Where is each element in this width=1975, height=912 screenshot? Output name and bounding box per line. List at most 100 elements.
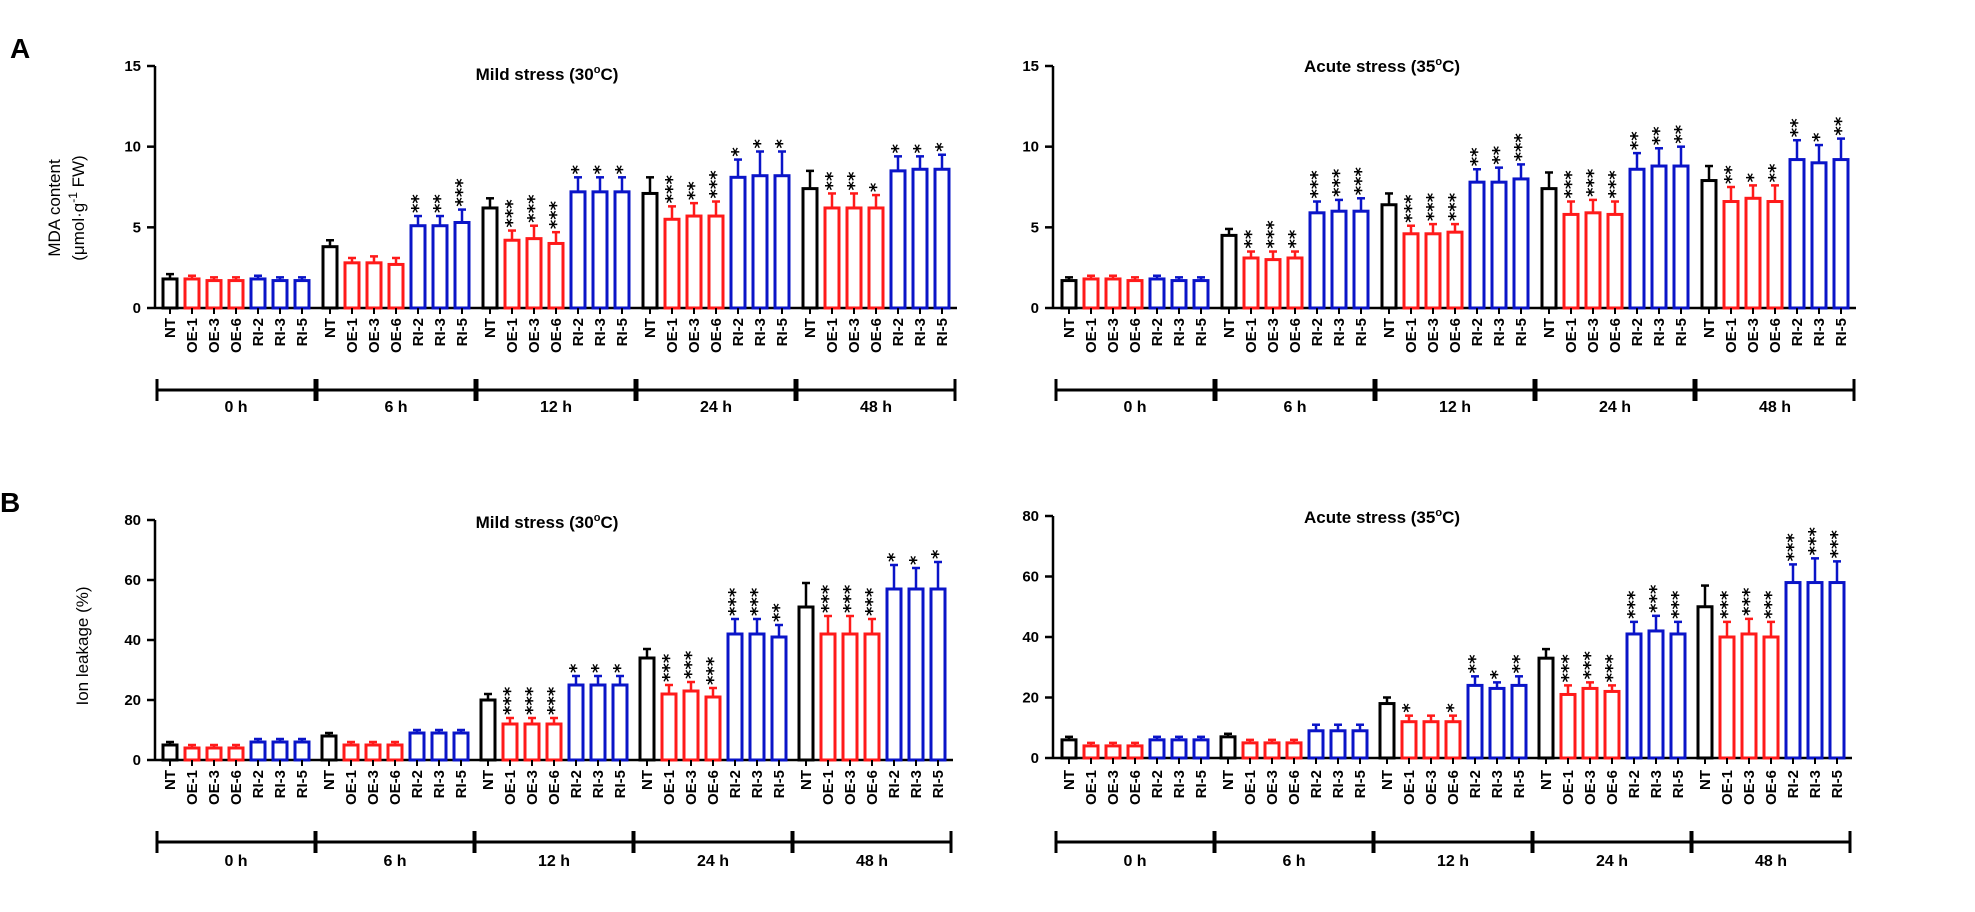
chart-a-acute-stress: Acute stress (35oC) 0 5 10 15 NT OE-1 OE-3 OE-6…: [1022, 56, 1856, 416]
group-label: 12 h: [1439, 399, 1471, 416]
group-label: 48 h: [856, 853, 888, 870]
x-tick-label: NT: [480, 770, 497, 790]
x-tick-label: OE-1: [1723, 318, 1740, 353]
x-tick-label: OE-6: [388, 318, 405, 353]
bar: [161, 743, 179, 762]
x-tick-label: RI-2: [410, 318, 427, 346]
x-tick-label: RI-2: [727, 770, 744, 798]
significance-label: *: [1487, 669, 1508, 679]
x-tick-label: OE-1: [661, 770, 678, 805]
bar: [249, 277, 267, 310]
chart-title: Acute stress (35oC): [1304, 507, 1460, 527]
bar: [707, 214, 725, 310]
bar: [503, 238, 521, 310]
bar: [1380, 203, 1398, 310]
bar: [1060, 279, 1078, 310]
x-tick-label: RI-5: [1833, 318, 1850, 346]
x-tick-label: RI-5: [1352, 770, 1369, 798]
x-tick-label: RI-5: [614, 318, 631, 346]
bar: [479, 698, 497, 762]
bar: [1082, 744, 1100, 760]
chart-title: Acute stress (35oC): [1304, 56, 1460, 76]
bar: [1148, 277, 1166, 310]
bar: [343, 261, 361, 310]
significance-label: ***: [1307, 170, 1328, 199]
x-tick-label: RI-3: [272, 318, 289, 346]
bar: [1562, 212, 1580, 310]
group-label: 48 h: [860, 399, 892, 416]
bar: [885, 587, 903, 762]
y-tick-label: 0: [1031, 750, 1039, 767]
bar: [1402, 232, 1420, 310]
significance-label: ***: [1805, 527, 1826, 556]
significance-label: ***: [1561, 170, 1582, 199]
significance-label: ***: [659, 653, 680, 682]
bar: [1832, 158, 1850, 310]
x-tick-label: RI-2: [1629, 318, 1646, 346]
group-label: 12 h: [538, 853, 570, 870]
bar: [685, 214, 703, 310]
significance-label: ***: [1558, 654, 1579, 683]
bar: [1606, 212, 1624, 310]
bar: [1650, 164, 1668, 310]
significance-label: ***: [1646, 584, 1667, 613]
significance-label: ***: [681, 650, 702, 679]
x-tick-label: OE-3: [686, 318, 703, 353]
bar: [1192, 279, 1210, 310]
bar: [1104, 277, 1122, 310]
significance-label: ***: [1329, 168, 1350, 197]
significance-label: *: [1743, 172, 1764, 182]
x-tick-label: OE-3: [1425, 318, 1442, 353]
x-tick-label: OE-1: [504, 318, 521, 353]
bar: [1718, 635, 1736, 760]
significance-label: ***: [1668, 590, 1689, 619]
significance-label: *: [772, 139, 793, 149]
significance-label: **: [430, 194, 451, 213]
x-tick-label: RI-5: [454, 318, 471, 346]
x-tick-label: NT: [1381, 318, 1398, 338]
x-tick-label: OE-1: [1560, 770, 1577, 805]
bar: [819, 632, 837, 762]
x-tick-label: NT: [321, 770, 338, 790]
x-tick-label: OE-3: [1105, 318, 1122, 353]
bar: [1828, 581, 1846, 760]
x-tick-label: RI-3: [1651, 318, 1668, 346]
significance-label: **: [1465, 654, 1486, 673]
x-tick-label: OE-3: [365, 770, 382, 805]
x-tick-label: RI-2: [1789, 318, 1806, 346]
x-tick-label: OE-3: [842, 770, 859, 805]
x-tick-label: OE-6: [1607, 318, 1624, 353]
x-tick-label: OE-6: [705, 770, 722, 805]
x-tick-label: NT: [1697, 770, 1714, 790]
group-label: 0 h: [1123, 853, 1146, 870]
significance-label: *: [750, 139, 771, 149]
significance-label: *: [590, 164, 611, 174]
bar: [1264, 258, 1282, 310]
bar: [567, 683, 585, 762]
x-tick-label: RI-2: [1149, 770, 1166, 798]
x-tick-label: RI-5: [930, 770, 947, 798]
x-tick-label: RI-3: [1489, 770, 1506, 798]
significance-label: **: [1787, 118, 1808, 137]
y-tick-label: 80: [124, 512, 141, 529]
bar: [1584, 211, 1602, 310]
x-tick-label: RI-3: [590, 770, 607, 798]
bar: [863, 632, 881, 762]
significance-label: **: [1285, 229, 1306, 248]
y-tick-label: 0: [133, 752, 141, 769]
bar: [845, 206, 863, 310]
bar: [841, 632, 859, 762]
bar: [1286, 256, 1304, 310]
significance-label: ***: [1580, 651, 1601, 680]
x-tick-label: OE-6: [387, 770, 404, 805]
bar: [1263, 741, 1281, 760]
significance-label: ***: [1423, 192, 1444, 221]
significance-label: **: [1467, 147, 1488, 166]
x-tick-label: RI-2: [890, 318, 907, 346]
x-tick-label: RI-3: [432, 318, 449, 346]
bar: [1241, 741, 1259, 760]
x-tick-label: RI-3: [1811, 318, 1828, 346]
bar: [1104, 744, 1122, 760]
x-tick-label: OE-3: [1745, 318, 1762, 353]
significance-label: *: [610, 663, 631, 673]
